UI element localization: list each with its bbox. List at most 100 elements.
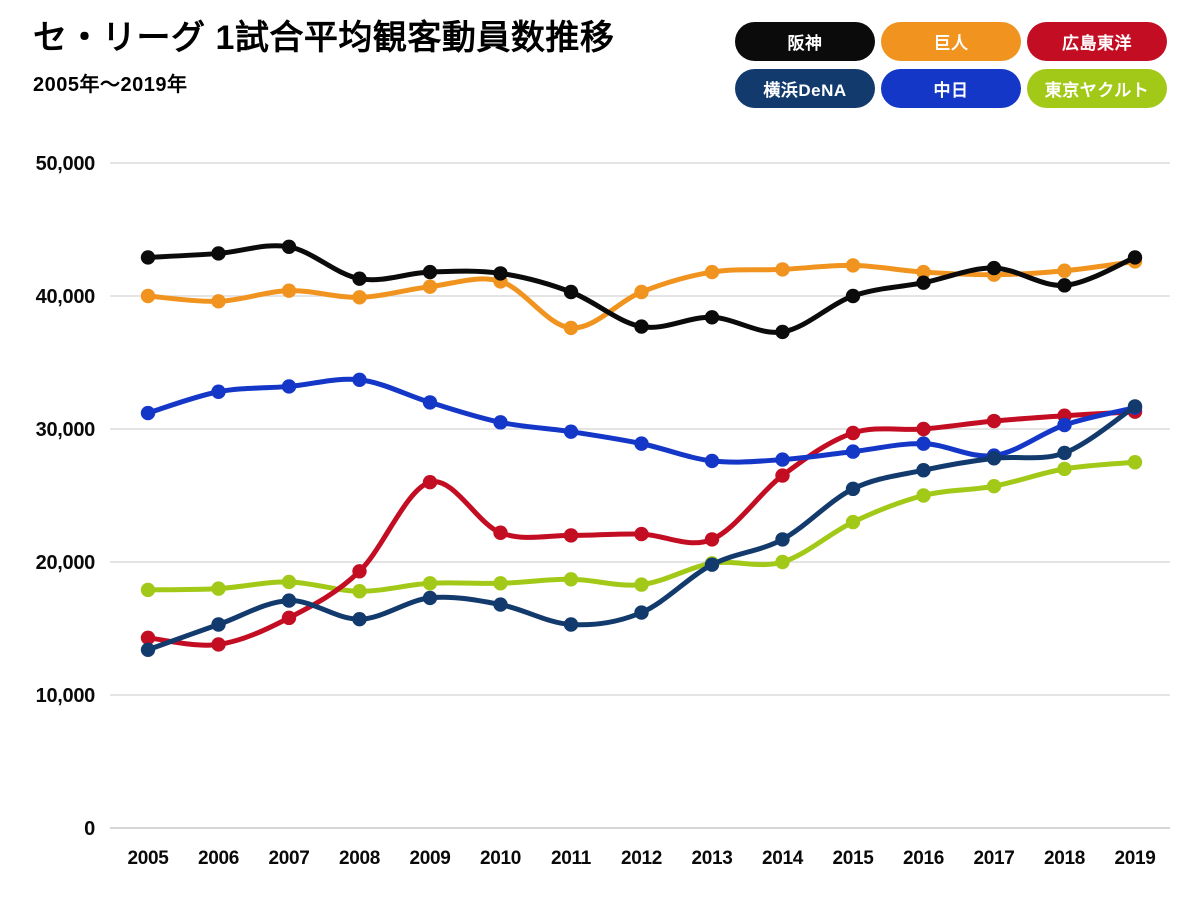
data-point-広島東洋	[211, 637, 226, 652]
legend-pill-hanshin: 阪神	[735, 22, 875, 61]
data-point-阪神	[1127, 250, 1143, 265]
y-axis-tick-label: 10,000	[36, 685, 96, 707]
x-axis-tick-label: 2006	[198, 848, 239, 869]
x-axis-tick-label: 2015	[832, 848, 874, 869]
data-point-阪神	[422, 264, 438, 280]
data-point-広島東洋	[845, 425, 861, 441]
data-point-横浜DeNA	[916, 463, 931, 478]
data-point-中日	[493, 415, 508, 430]
x-axis-tick-label: 2016	[903, 848, 944, 869]
data-point-阪神	[352, 271, 367, 286]
data-point-広島東洋	[493, 525, 508, 540]
x-axis-tick-label: 2018	[1044, 848, 1085, 869]
data-point-東京ヤクルト	[352, 584, 367, 599]
data-point-東京ヤクルト	[140, 582, 156, 598]
legend-pill-dena: 横浜DeNA	[735, 69, 875, 108]
legend-pill-chunichi: 中日	[881, 69, 1021, 108]
data-point-巨人	[634, 284, 649, 300]
data-point-阪神	[1057, 278, 1072, 293]
y-axis-tick-label: 40,000	[36, 286, 96, 308]
data-point-阪神	[916, 275, 931, 290]
x-axis-tick-label: 2017	[973, 848, 1014, 869]
data-point-東京ヤクルト	[563, 572, 579, 587]
data-point-中日	[211, 384, 226, 399]
y-axis-tick-label: 0	[84, 818, 95, 840]
chart-header: セ・リーグ 1試合平均観客動員数推移 2005年〜2019年	[33, 18, 614, 97]
data-point-巨人	[704, 264, 720, 280]
data-point-巨人	[352, 290, 367, 305]
legend-pill-yakult: 東京ヤクルト	[1027, 69, 1167, 108]
data-point-東京ヤクルト	[422, 576, 438, 591]
data-point-横浜DeNA	[422, 590, 438, 606]
x-axis-tick-label: 2010	[480, 848, 521, 869]
data-point-中日	[563, 424, 579, 439]
data-point-広島東洋	[986, 413, 1002, 429]
data-point-横浜DeNA	[211, 617, 226, 632]
data-point-阪神	[845, 288, 861, 304]
data-point-東京ヤクルト	[634, 577, 649, 592]
data-point-中日	[634, 436, 649, 451]
data-point-阪神	[634, 319, 649, 334]
data-point-横浜DeNA	[1057, 445, 1072, 461]
data-point-横浜DeNA	[845, 481, 861, 497]
data-point-東京ヤクルト	[211, 581, 226, 596]
data-point-東京ヤクルト	[1057, 461, 1072, 477]
data-point-中日	[1057, 417, 1072, 433]
data-point-横浜DeNA	[493, 597, 508, 612]
data-point-広島東洋	[281, 610, 297, 626]
data-point-中日	[845, 444, 861, 459]
data-point-巨人	[422, 279, 438, 294]
data-point-横浜DeNA	[634, 605, 649, 620]
data-point-巨人	[281, 283, 297, 298]
legend: 阪神 巨人 広島東洋 横浜DeNA 中日 東京ヤクルト	[735, 22, 1167, 108]
data-point-横浜DeNA	[140, 642, 156, 657]
data-point-広島東洋	[140, 630, 156, 646]
y-axis-tick-label: 50,000	[36, 153, 96, 175]
data-point-横浜DeNA	[352, 611, 367, 627]
y-axis-tick-label: 30,000	[36, 419, 96, 441]
data-point-広島東洋	[563, 528, 579, 543]
data-point-巨人	[563, 320, 579, 336]
data-point-東京ヤクルト	[1127, 455, 1143, 470]
data-point-広島東洋	[916, 421, 931, 437]
data-point-東京ヤクルト	[775, 554, 790, 570]
data-point-広島東洋	[634, 526, 649, 542]
data-point-阪神	[140, 250, 156, 265]
x-axis-tick-label: 2007	[268, 848, 309, 869]
data-point-阪神	[493, 266, 508, 281]
series-line-広島東洋	[145, 409, 1138, 648]
data-point-阪神	[704, 310, 720, 325]
data-point-東京ヤクルト	[281, 574, 297, 590]
series-line-東京ヤクルト	[145, 459, 1138, 594]
data-point-巨人	[916, 264, 931, 280]
data-point-東京ヤクルト	[916, 488, 931, 503]
y-axis-tick-label: 20,000	[36, 552, 96, 574]
page-title: セ・リーグ 1試合平均観客動員数推移	[33, 19, 615, 57]
data-point-阪神	[211, 246, 226, 261]
data-point-巨人	[211, 294, 226, 309]
data-point-中日	[775, 452, 790, 467]
x-axis-tick-label: 2019	[1114, 848, 1155, 869]
x-axis-tick-label: 2012	[621, 848, 662, 869]
data-point-中日	[140, 405, 156, 421]
data-point-巨人	[775, 262, 790, 277]
data-point-中日	[422, 395, 438, 410]
data-point-横浜DeNA	[1127, 399, 1143, 414]
data-point-横浜DeNA	[775, 532, 790, 547]
x-axis-tick-label: 2014	[762, 848, 804, 869]
x-axis-tick-label: 2009	[409, 848, 450, 869]
data-point-巨人	[140, 288, 156, 304]
data-point-横浜DeNA	[704, 557, 720, 572]
data-point-広島東洋	[775, 468, 790, 483]
data-point-巨人	[1057, 263, 1072, 278]
data-point-中日	[704, 453, 720, 469]
legend-pill-hiroshima: 広島東洋	[1027, 22, 1167, 61]
data-point-横浜DeNA	[986, 451, 1002, 466]
data-point-阪神	[986, 260, 1002, 276]
x-axis-tick-label: 2011	[551, 848, 592, 869]
data-point-広島東洋	[352, 564, 367, 579]
data-point-中日	[352, 372, 367, 387]
data-point-阪神	[775, 324, 790, 340]
x-axis-tick-label: 2008	[339, 848, 380, 869]
